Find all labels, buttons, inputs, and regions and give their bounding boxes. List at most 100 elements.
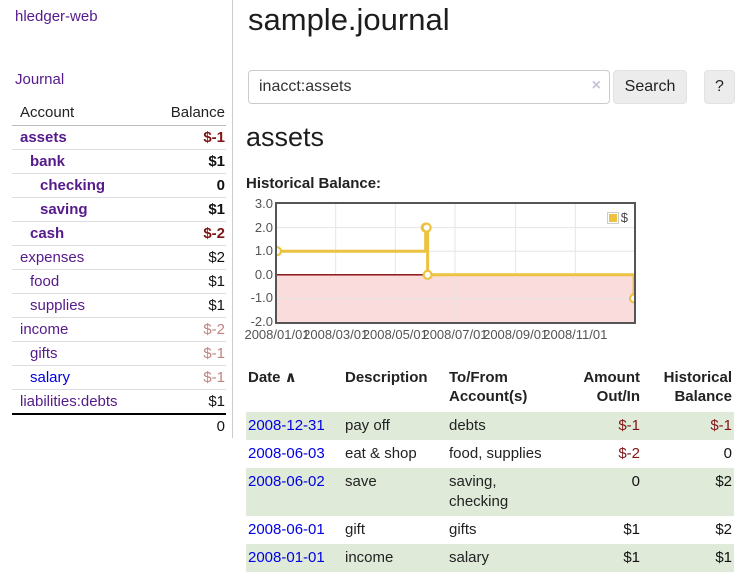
account-name-cell: income (12, 317, 146, 342)
account-link[interactable]: food (30, 273, 60, 290)
account-link[interactable]: income (20, 321, 69, 338)
register-date-cell: 2008-06-02 (246, 468, 343, 516)
account-row: bank $1 (12, 149, 226, 174)
account-link[interactable]: cash (30, 225, 65, 242)
account-link[interactable]: bank (30, 153, 66, 170)
account-name-cell: supplies (12, 293, 146, 318)
account-link[interactable]: assets (20, 129, 67, 146)
account-balance: $1 (145, 197, 226, 222)
x-tick-label: 2008/11/01 (543, 327, 608, 342)
account-row: gifts $-1 (12, 341, 226, 366)
register-description-cell: pay off (343, 412, 447, 440)
account-link[interactable]: checking (40, 177, 106, 194)
sidebar: hledger-web Journal Account Balance asse… (0, 0, 233, 438)
account-link[interactable]: salary (30, 369, 71, 386)
search-input[interactable] (248, 70, 610, 104)
accounts-total-row: 0 (12, 412, 226, 438)
account-name-cell: food (12, 269, 146, 294)
register-balance-cell: $2 (642, 468, 734, 516)
register-row: 2008-06-02 save saving, checking 0 $2 (246, 468, 734, 516)
x-tick-label: 2008/05/01 (362, 327, 428, 342)
account-balance: $-1 (145, 125, 226, 150)
accounts-header-account: Account (12, 102, 146, 126)
register-row: 2008-06-03 eat & shop food, supplies $-2 0 (246, 440, 734, 468)
x-tick-label: 2008/09/01 (483, 327, 549, 342)
account-row: saving $1 (12, 197, 226, 222)
register-row: 2008-12-31 pay off debts $-1 $-1 (246, 412, 734, 440)
account-link[interactable]: expenses (20, 249, 85, 266)
transaction-date-link[interactable]: 2008-06-02 (248, 473, 325, 490)
account-balance: $2 (145, 245, 226, 270)
account-name-cell: bank (12, 149, 146, 174)
y-tick-label: 3.0 (254, 196, 273, 211)
accounts-total-value: 0 (145, 412, 226, 438)
balance-chart: $ (275, 202, 636, 324)
y-tick-label: -2.0 (250, 314, 273, 329)
account-name-cell: liabilities:debts (12, 389, 146, 414)
transaction-date-link[interactable]: 2008-12-31 (248, 417, 325, 434)
help-button[interactable]: ? (704, 70, 735, 104)
search-button[interactable]: Search (613, 70, 687, 104)
y-tick-label: 1.0 (254, 243, 273, 259)
account-balance: $1 (145, 269, 226, 294)
register-header-date[interactable]: Date ∧ (248, 369, 297, 386)
account-balance: $-2 (145, 221, 226, 246)
register-description-cell: save (343, 468, 447, 516)
register-header-to-from-account-s-: To/From Account(s) (449, 369, 528, 405)
app-brand-link[interactable]: hledger-web (15, 8, 98, 25)
account-name-cell: checking (12, 173, 146, 198)
register-date-cell: 2008-06-01 (246, 516, 343, 544)
account-link[interactable]: supplies (30, 297, 86, 314)
register-accounts-cell: salary (447, 544, 555, 572)
register-row: 2008-06-01 gift gifts $1 $2 (246, 516, 734, 544)
register-row: 2008-01-01 income salary $1 $1 (246, 544, 734, 572)
register-description-cell: income (343, 544, 447, 572)
register-amount-cell: 0 (555, 468, 642, 516)
register-table: Date ∧ Description To/From Account(s) Amoun… (246, 366, 734, 572)
chart-title: Historical Balance: (246, 175, 382, 192)
account-balance: $-2 (145, 317, 226, 342)
register-amount-cell: $1 (555, 544, 642, 572)
spacer-cell (12, 412, 146, 438)
transaction-date-link[interactable]: 2008-06-01 (248, 521, 325, 538)
transaction-date-link[interactable]: 2008-06-03 (248, 445, 325, 462)
account-name-cell: salary (12, 365, 146, 390)
account-row: supplies $1 (12, 293, 226, 318)
register-header-amount-out-in: Amount Out/In (583, 369, 640, 405)
register-date-cell: 2008-12-31 (246, 412, 343, 440)
accounts-table-body: assets $-1 bank $1 checking 0 saving $1 cash $-2 e… (12, 125, 226, 438)
sidebar-item-journal[interactable]: Journal (15, 71, 65, 88)
legend-label: $ (620, 210, 628, 225)
register-header-description: Description (345, 369, 428, 386)
clear-search-icon[interactable]: × (591, 77, 601, 94)
account-row: assets $-1 (12, 125, 226, 150)
account-row: expenses $2 (12, 245, 226, 270)
chart-legend: $ (604, 209, 630, 226)
account-name-cell: cash (12, 221, 146, 246)
register-accounts-cell: debts (447, 412, 555, 440)
account-row: salary $-1 (12, 365, 226, 390)
register-balance-cell: $-1 (642, 412, 734, 440)
register-description-cell: gift (345, 521, 366, 538)
register-description-cell: eat & shop (345, 445, 417, 462)
y-tick-label: 0.0 (254, 266, 273, 282)
account-balance: 0 (145, 173, 226, 198)
account-link[interactable]: gifts (30, 345, 58, 362)
account-balance: $1 (145, 389, 226, 414)
account-link[interactable]: liabilities:debts (20, 392, 118, 410)
account-link[interactable]: saving (40, 201, 88, 218)
account-row: food $1 (12, 269, 226, 294)
x-tick-label: 2008/03/01 (303, 327, 369, 342)
account-row: cash $-2 (12, 221, 226, 246)
register-date-cell: 2008-06-03 (246, 440, 343, 468)
register-accounts-cell: saving, checking (447, 468, 555, 516)
y-tick-label: -1.0 (250, 290, 273, 306)
account-row: income $-2 (12, 317, 226, 342)
sort-asc-icon: ∧ (280, 369, 297, 386)
x-tick-label: 2008/07/01 (422, 327, 488, 342)
page-title: sample.journal (248, 2, 450, 37)
transaction-date-link[interactable]: 2008-01-01 (248, 549, 325, 566)
register-amount-cell: $-2 (618, 445, 640, 462)
account-balance: $-1 (145, 365, 226, 390)
register-balance-cell: 0 (723, 445, 732, 462)
